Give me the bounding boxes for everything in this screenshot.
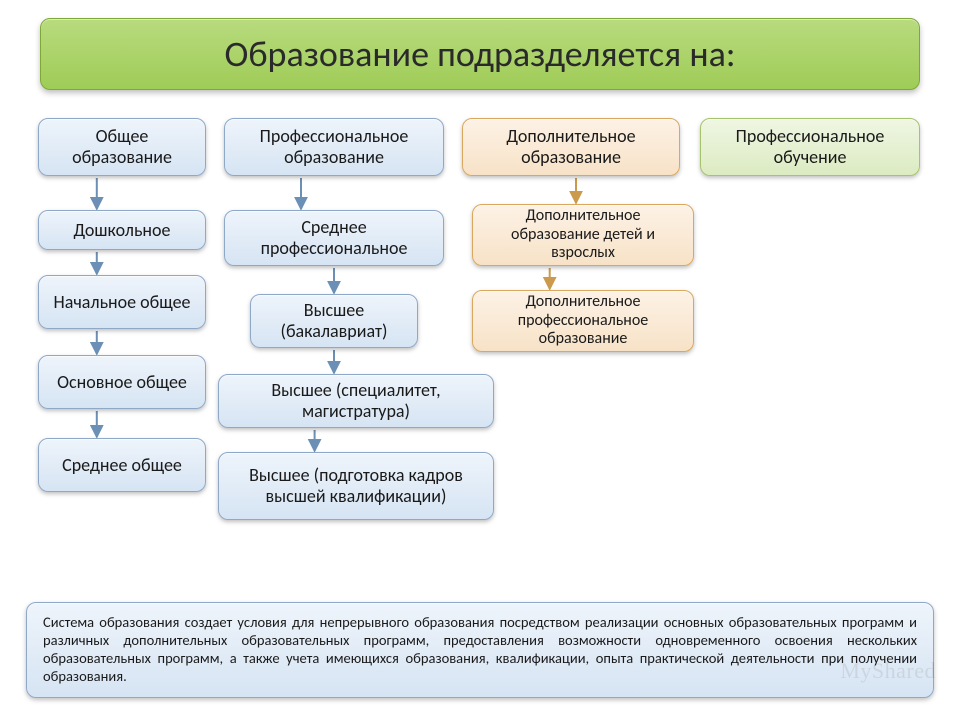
- node-pro-1: Высшее (бакалавриат): [250, 294, 418, 348]
- node-label: Высшее (специалитет, магистратура): [229, 380, 483, 421]
- node-pro-2: Высшее (специалитет, магистратура): [218, 374, 494, 428]
- node-gen-3: Среднее общее: [38, 438, 206, 492]
- node-add-1: Дополнительное профессиональное образова…: [472, 290, 694, 352]
- node-label: Дополнительное образование: [473, 126, 669, 167]
- node-add-h: Дополнительное образование: [462, 118, 680, 176]
- node-label: Профессиональное обучение: [711, 126, 909, 167]
- node-pro-h: Профессиональное образование: [224, 118, 444, 176]
- node-label: Основное общее: [57, 372, 187, 393]
- watermark: MyShared: [840, 658, 936, 684]
- footer-text: Система образования создает условия для …: [43, 613, 917, 685]
- node-pro-3: Высшее (подготовка кадров высшей квалифи…: [218, 452, 494, 520]
- node-label: Среднее общее: [62, 455, 182, 476]
- node-label: Общее образование: [49, 126, 195, 167]
- node-label: Начальное общее: [54, 292, 191, 313]
- node-label: Высшее (подготовка кадров высшей квалифи…: [229, 465, 483, 506]
- node-add-0: Дополнительное образование детей и взрос…: [472, 204, 694, 266]
- node-label: Дополнительное образование детей и взрос…: [483, 207, 683, 262]
- node-label: Высшее (бакалавриат): [261, 300, 407, 341]
- node-label: Профессиональное образование: [235, 126, 433, 167]
- node-gen-2: Основное общее: [38, 355, 206, 409]
- page-title: Образование подразделяется на:: [40, 18, 920, 90]
- node-pro-0: Среднее профессиональное: [224, 210, 444, 266]
- node-gen-0: Дошкольное: [38, 210, 206, 250]
- node-gen-h: Общее образование: [38, 118, 206, 176]
- node-trn-h: Профессиональное обучение: [700, 118, 920, 176]
- node-label: Среднее профессиональное: [235, 217, 433, 258]
- title-text: Образование подразделяется на:: [225, 32, 736, 76]
- footer-note: Система образования создает условия для …: [26, 602, 934, 698]
- node-gen-1: Начальное общее: [38, 275, 206, 329]
- node-label: Дошкольное: [73, 220, 170, 241]
- node-label: Дополнительное профессиональное образова…: [483, 293, 683, 348]
